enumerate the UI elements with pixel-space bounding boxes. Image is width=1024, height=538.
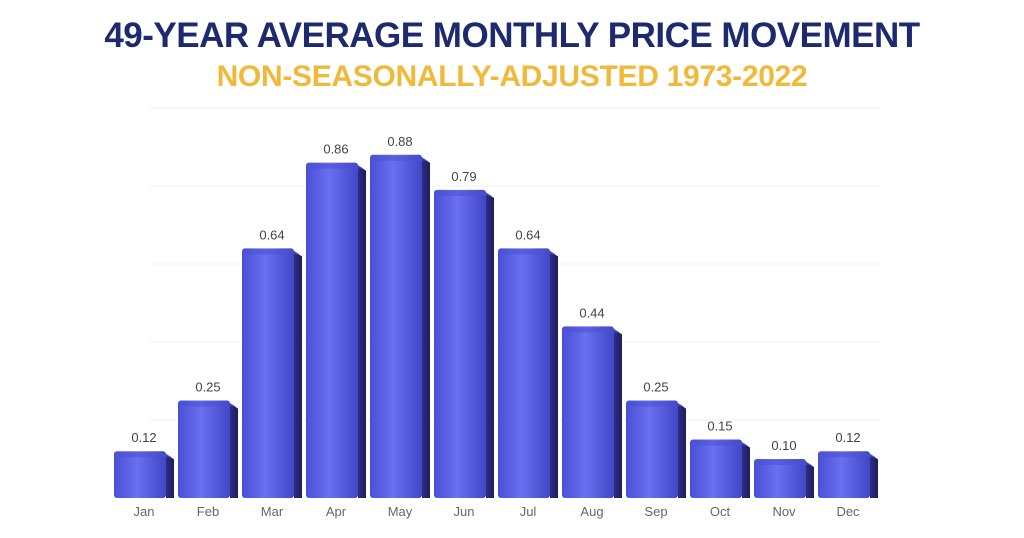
bar-dec <box>818 451 878 498</box>
x-tick-jul: Jul <box>520 504 537 519</box>
x-tick-jan: Jan <box>134 504 155 519</box>
value-label-apr: 0.86 <box>323 142 348 157</box>
bar-front <box>370 154 422 499</box>
bar-side <box>166 454 174 498</box>
bar-front <box>242 248 294 498</box>
x-tick-nov: Nov <box>772 504 796 519</box>
value-label-jun: 0.79 <box>451 169 476 184</box>
value-label-feb: 0.25 <box>195 380 220 395</box>
bar-top <box>500 249 556 255</box>
bar-side <box>230 403 238 498</box>
bar-top <box>180 401 236 407</box>
x-tick-aug: Aug <box>580 504 603 519</box>
bar-front <box>754 459 806 498</box>
bar-top <box>308 163 364 169</box>
bar-jul <box>498 248 558 498</box>
bar-side <box>358 165 366 498</box>
bar-front <box>690 439 742 498</box>
value-label-nov: 0.10 <box>771 438 796 453</box>
bar-front <box>562 326 614 498</box>
value-label-mar: 0.64 <box>259 227 284 242</box>
value-label-dec: 0.12 <box>835 430 860 445</box>
bar-side <box>678 403 686 498</box>
bar-front <box>818 451 870 498</box>
bars <box>114 154 878 499</box>
value-label-may: 0.88 <box>387 134 412 149</box>
bar-top <box>436 190 492 196</box>
x-tick-may: May <box>388 504 413 519</box>
bar-top <box>756 460 812 465</box>
x-tick-jun: Jun <box>454 504 475 519</box>
bar-top <box>372 155 428 161</box>
bar-side <box>742 442 750 498</box>
x-tick-mar: Mar <box>261 504 284 519</box>
value-label-jul: 0.64 <box>515 227 540 242</box>
chart-title: 49-YEAR AVERAGE MONTHLY PRICE MOVEMENT <box>104 16 920 55</box>
bar-top <box>628 401 684 407</box>
value-label-sep: 0.25 <box>643 380 668 395</box>
bar-front <box>114 451 166 498</box>
bar-top <box>820 452 876 458</box>
bar-side <box>550 251 558 498</box>
bar-side <box>806 462 814 498</box>
x-axis-ticks: Jan Feb Mar Apr May Jun Jul Aug Sep Oct Nov Dec <box>134 504 861 519</box>
bar-sep <box>626 400 686 498</box>
x-tick-feb: Feb <box>197 504 219 519</box>
bar-top <box>116 452 172 458</box>
value-label-oct: 0.15 <box>707 419 732 434</box>
value-label-jan: 0.12 <box>131 430 156 445</box>
bar-may <box>370 154 430 499</box>
bar-top <box>244 249 300 255</box>
value-labels: 0.12 0.25 0.64 0.86 0.88 0.79 0.64 0.44 0.25 0.15… <box>131 134 860 453</box>
x-tick-oct: Oct <box>710 504 731 519</box>
bar-oct <box>690 439 750 498</box>
bar-jan <box>114 451 174 498</box>
bar-mar <box>242 248 302 498</box>
bar-front <box>306 162 358 498</box>
bar-apr <box>306 162 366 498</box>
bar-front <box>498 248 550 498</box>
bar-jun <box>434 189 494 498</box>
bar-front <box>434 189 486 498</box>
bar-side <box>614 329 622 498</box>
bar-feb <box>178 400 238 498</box>
bar-front <box>178 400 230 498</box>
bar-top <box>564 327 620 333</box>
bar-aug <box>562 326 622 498</box>
bar-side <box>486 192 494 498</box>
bar-top <box>692 440 748 446</box>
x-tick-dec: Dec <box>836 504 860 519</box>
bar-front <box>626 400 678 498</box>
x-tick-sep: Sep <box>644 504 667 519</box>
bar-nov <box>754 459 814 498</box>
x-tick-apr: Apr <box>326 504 347 519</box>
bar-side <box>422 157 430 499</box>
bar-side <box>294 251 302 498</box>
value-label-aug: 0.44 <box>579 305 604 320</box>
bar-side <box>870 454 878 498</box>
chart-subtitle: NON-SEASONALLY-ADJUSTED 1973-2022 <box>216 60 808 93</box>
